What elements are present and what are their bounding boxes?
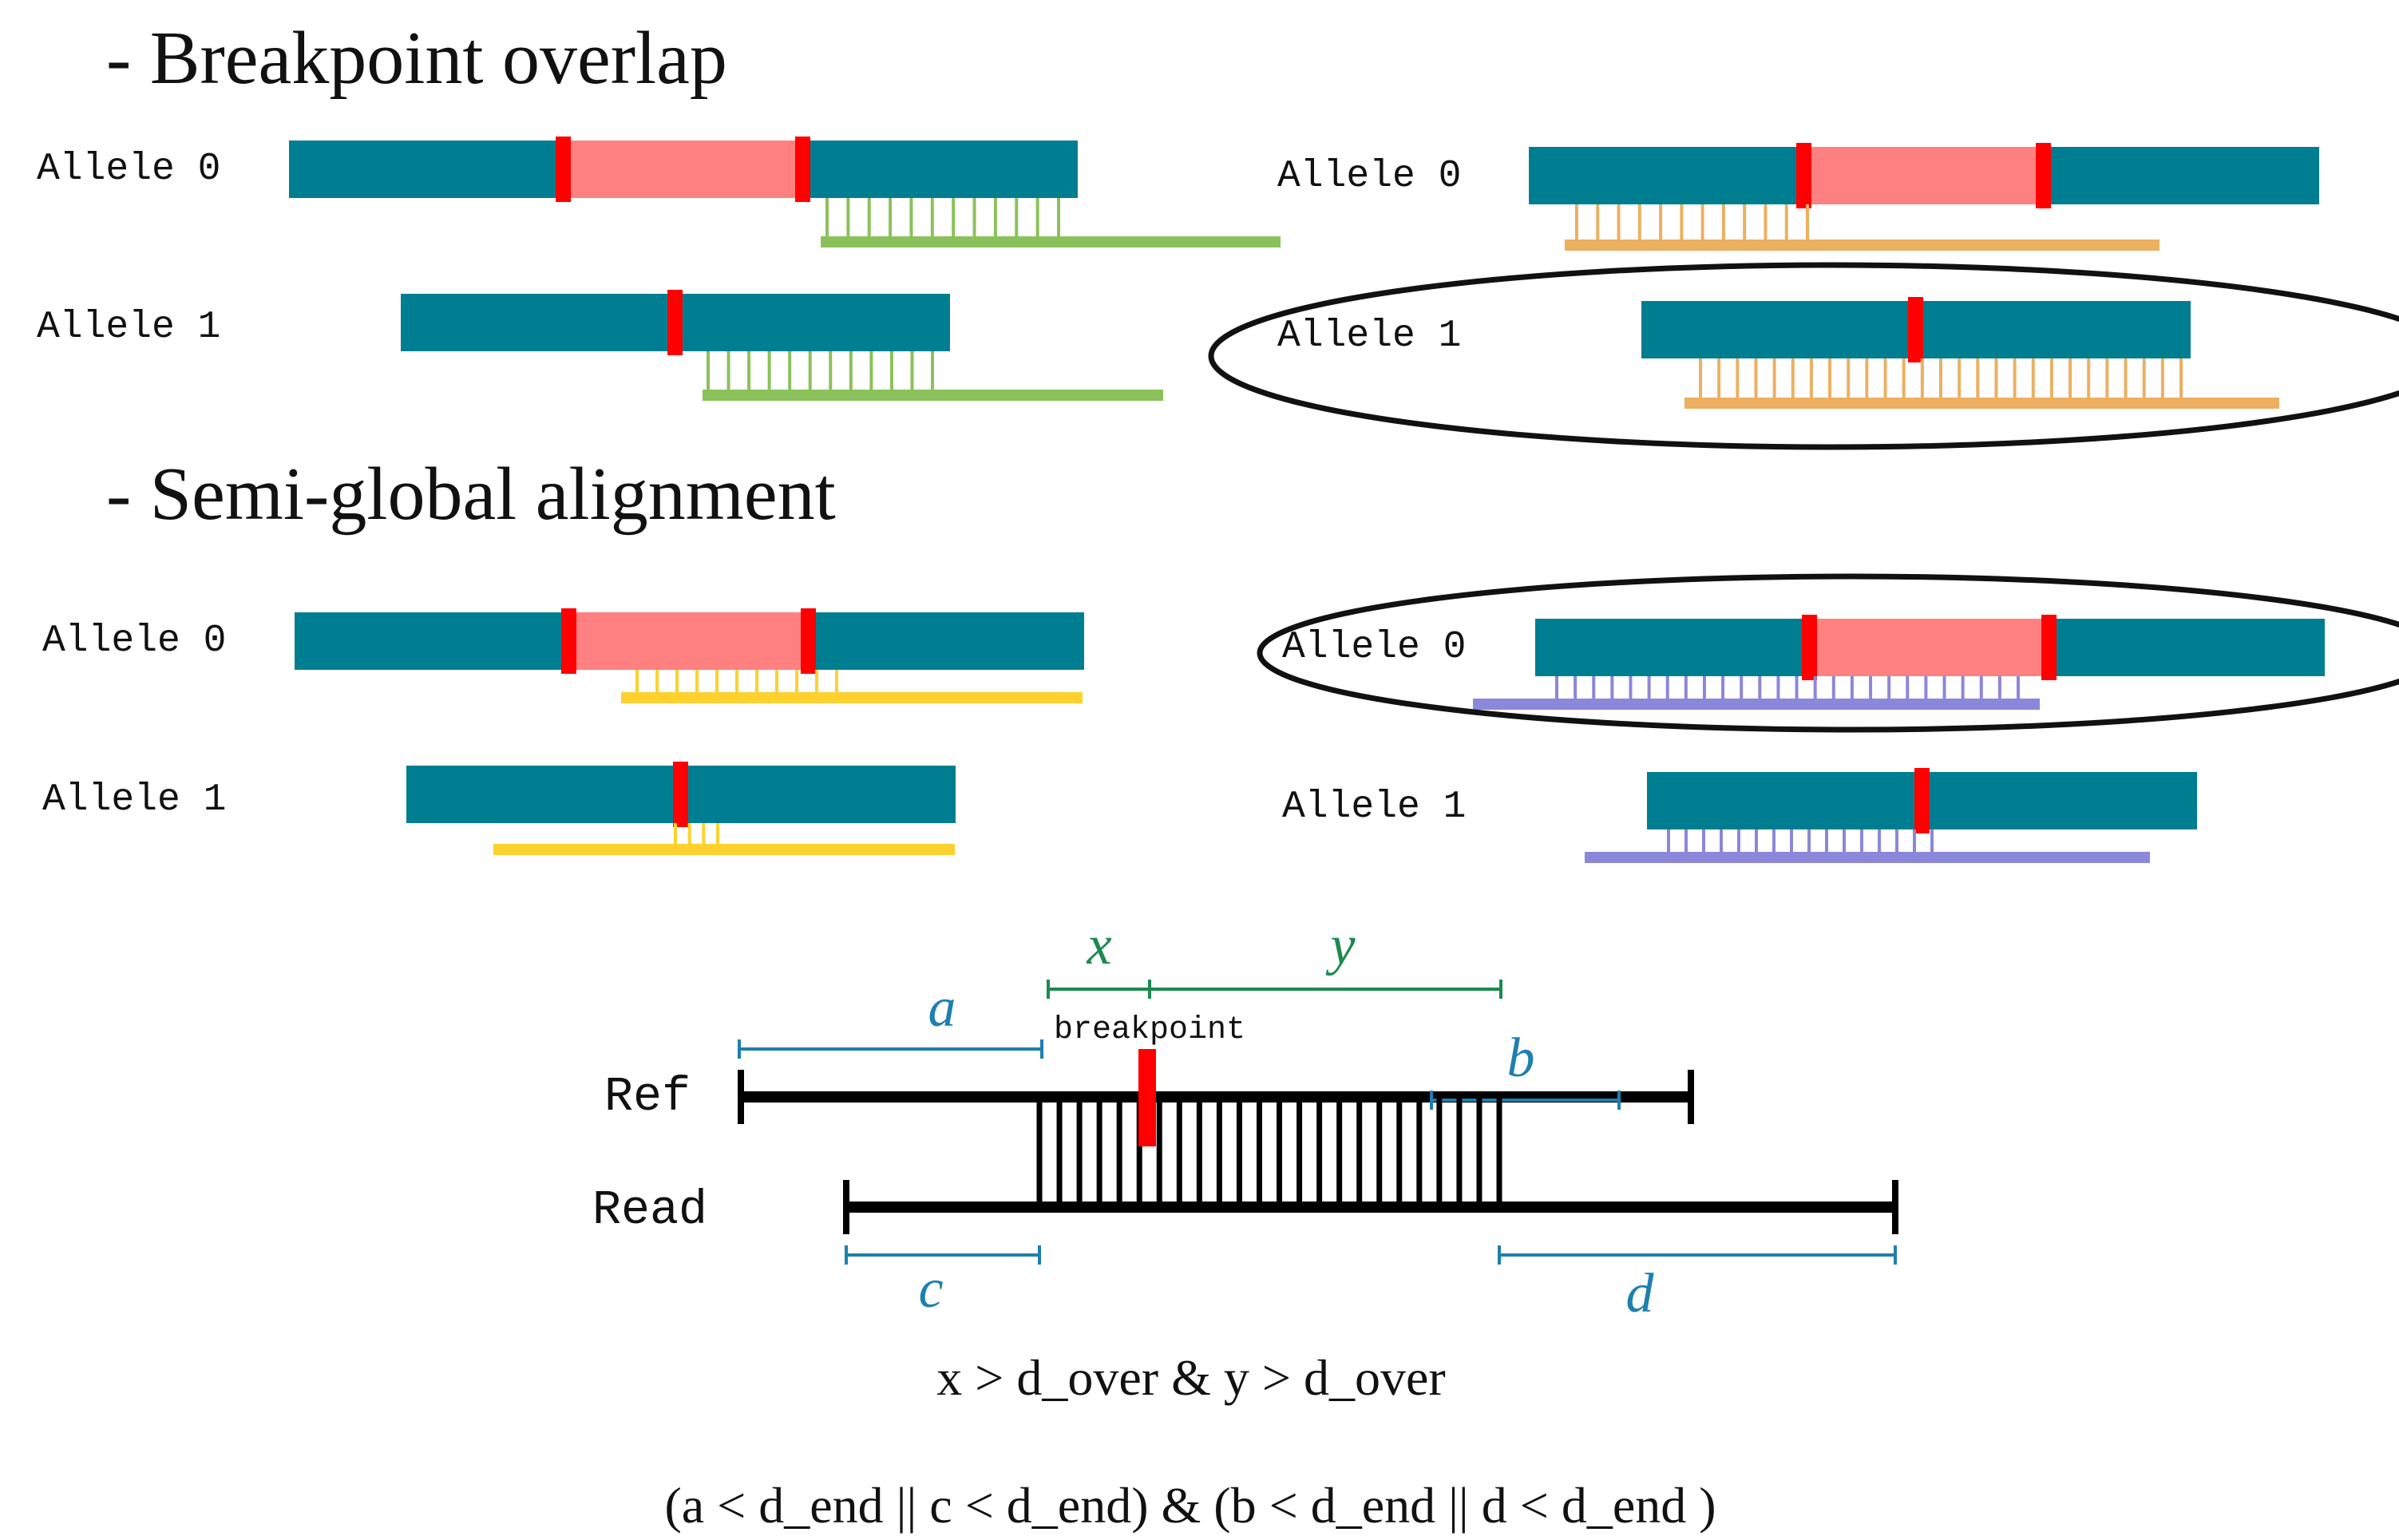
- sg-left-allele0: Allele 0: [42, 608, 1084, 703]
- overlap-condition-formula: x > d_over & y > d_over: [936, 1349, 1445, 1406]
- bo-left-allele0-label: Allele 0: [37, 148, 220, 191]
- read-alignment-ticks: [1699, 358, 2183, 399]
- read-bar: [821, 236, 1281, 247]
- x-label: x: [1086, 915, 1111, 976]
- y-label: y: [1325, 915, 1356, 976]
- bo-right-allele1-label: Allele 1: [1277, 315, 1461, 358]
- breakpoint-marker: [795, 137, 810, 202]
- breakpoint-marker: [1796, 143, 1811, 208]
- ref-label: Ref: [604, 1071, 691, 1125]
- c-label: c: [918, 1258, 943, 1320]
- breakpoint-overlap-title: - Breakpoint overlap: [106, 17, 727, 100]
- breakpoint-marker: [561, 608, 576, 674]
- sg-left-allele1: Allele 1: [42, 762, 956, 855]
- breakpoint-marker: [673, 762, 688, 827]
- sg-left-allele0-label: Allele 0: [42, 620, 226, 663]
- read-bar: [1585, 852, 2150, 863]
- breakpoint-marker: [2036, 143, 2051, 208]
- bo-left-allele0: Allele 0: [37, 137, 1281, 247]
- read-alignment-ticks: [1555, 676, 2020, 701]
- read-bar: [1565, 240, 2159, 251]
- read-bar: [493, 844, 955, 855]
- schematic-breakpoint-marker: [1138, 1049, 1156, 1146]
- bo-right-allele0-label: Allele 0: [1277, 155, 1461, 198]
- breakpoint-marker: [801, 608, 816, 674]
- deleted-segment: [568, 612, 808, 670]
- sg-left-allele1-label: Allele 1: [42, 778, 226, 821]
- breakpoint-marker: [1914, 768, 1930, 833]
- bo-right-allele0: Allele 0: [1277, 143, 2319, 251]
- read-alignment-ticks: [1667, 829, 1934, 854]
- bo-left-allele1-label: Allele 1: [37, 306, 220, 349]
- sg-right-allele0: Allele 0: [1257, 573, 2399, 733]
- breakpoint-marker: [1802, 615, 1817, 680]
- a-label: a: [928, 977, 956, 1039]
- deleted-segment: [1803, 147, 2043, 204]
- breakpoint-marker: [556, 137, 571, 202]
- read-alignment-ticks: [825, 198, 1060, 238]
- semi-global-alignment-title: - Semi-global alignment: [106, 453, 836, 536]
- sg-right-allele0-label: Allele 0: [1282, 626, 1466, 669]
- breakpoint-marker: [2041, 615, 2057, 680]
- read-alignment-ticks: [674, 823, 719, 846]
- bo-left-allele1: Allele 1: [37, 290, 1163, 401]
- read-label: Read: [592, 1184, 707, 1238]
- b-label: b: [1507, 1027, 1535, 1089]
- bo-right-allele1: Allele 1: [1208, 262, 2399, 450]
- read-bar: [621, 692, 1083, 703]
- sg-right-allele1-label: Allele 1: [1282, 786, 1466, 829]
- breakpoint-marker: [667, 290, 683, 355]
- deleted-segment: [563, 141, 802, 198]
- breakpoint-label: breakpoint: [1054, 1012, 1245, 1048]
- read-alignment-ticks: [635, 670, 838, 695]
- d-label: d: [1626, 1263, 1655, 1324]
- deleted-segment: [1809, 619, 2049, 676]
- end-condition-formula: (a < d_end || c < d_end) & (b < d_end ||…: [664, 1477, 1716, 1534]
- sg-right-allele1: Allele 1: [1282, 768, 2197, 863]
- alignment-schematic: x y a breakpoint Ref b Read c: [592, 915, 1898, 1324]
- read-bar: [1473, 699, 2040, 710]
- read-alignment-ticks: [1575, 204, 1809, 241]
- highlight-ellipse: [1208, 262, 2399, 450]
- read-alignment-ticks: [707, 351, 934, 391]
- schematic-alignment-ticks: [1036, 1097, 1502, 1207]
- read-bar: [703, 390, 1163, 401]
- highlight-ellipse: [1257, 573, 2399, 733]
- breakpoint-marker: [1908, 297, 1923, 362]
- read-bar: [1684, 398, 2279, 409]
